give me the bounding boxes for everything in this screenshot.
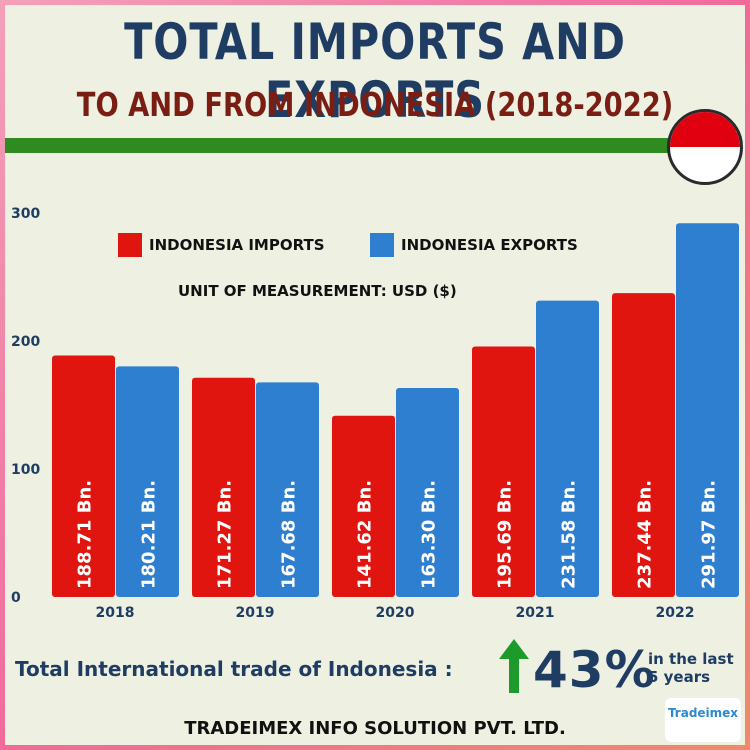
bar-imports-2021 [472,346,535,597]
page-title: TOTAL IMPORTS AND EXPORTS [124,13,626,129]
x-tick-label: 2020 [376,605,415,621]
tradeimex-logo: Tradeimex [665,698,741,742]
y-tick-label: 200 [11,334,40,350]
bar-data-label: 163.30 Bn. [419,480,440,589]
legend-item-imports: INDONESIA IMPORTS [118,233,325,257]
legend-swatch-imports [118,233,142,257]
bar-data-label: 141.62 Bn. [355,480,376,589]
bar-imports-2019 [192,377,255,597]
x-tick-label: 2018 [96,605,135,621]
y-tick-label: 100 [11,462,40,478]
infographic-frame: TOTAL IMPORTS AND EXPORTS TO AND FROM IN… [5,5,745,745]
bar-exports-2021 [536,300,599,597]
bar-data-label: 167.68 Bn. [279,480,300,589]
growth-period: in the last 5 years [648,650,744,686]
growth-percentage: 43% [533,641,656,699]
legend-item-exports: INDONESIA EXPORTS [370,233,578,257]
bar-data-label: 195.69 Bn. [495,480,516,589]
bar-data-label: 171.27 Bn. [215,480,236,589]
x-tick-label: 2019 [236,605,275,621]
bar-data-label: 180.21 Bn. [139,480,160,589]
legend-swatch-exports [370,233,394,257]
bar-exports-2020 [396,387,459,597]
bar-data-label: 237.44 Bn. [635,480,656,589]
bar-data-label: 188.71 Bn. [75,480,96,589]
indonesia-flag-icon [667,109,743,185]
x-tick-label: 2022 [656,605,695,621]
y-tick-label: 0 [11,590,21,606]
divider-bar [5,138,675,153]
y-tick-label: 300 [11,206,40,222]
growth-period-line2: 5 years [648,668,711,686]
legend-label-exports: INDONESIA EXPORTS [401,236,578,254]
bar-imports-2022 [612,293,675,597]
bar-exports-2022 [676,223,739,598]
unit-label: UNIT OF MEASUREMENT: USD ($) [178,282,457,300]
up-arrow-icon [499,639,529,693]
bar-data-label: 231.58 Bn. [559,480,580,589]
bar-imports-2020 [332,415,395,597]
company-name: TRADEIMEX INFO SOLUTION PVT. LTD. [184,718,566,739]
bar-exports-2019 [256,382,319,597]
bar-chart: 0 100 200 300 188.71 Bn. 180.21 Bn.2018 171.27… [11,206,739,621]
bar-imports-2018 [52,355,115,597]
page-subtitle: TO AND FROM INDONESIA (2018-2022) [76,85,674,124]
bar-exports-2018 [116,366,179,597]
x-tick-label: 2021 [516,605,555,621]
bar-data-label: 291.97 Bn. [699,480,720,589]
legend-label-imports: INDONESIA IMPORTS [149,236,325,254]
growth-period-line1: in the last [648,650,734,668]
trade-label: Total International trade of Indonesia : [15,657,453,681]
